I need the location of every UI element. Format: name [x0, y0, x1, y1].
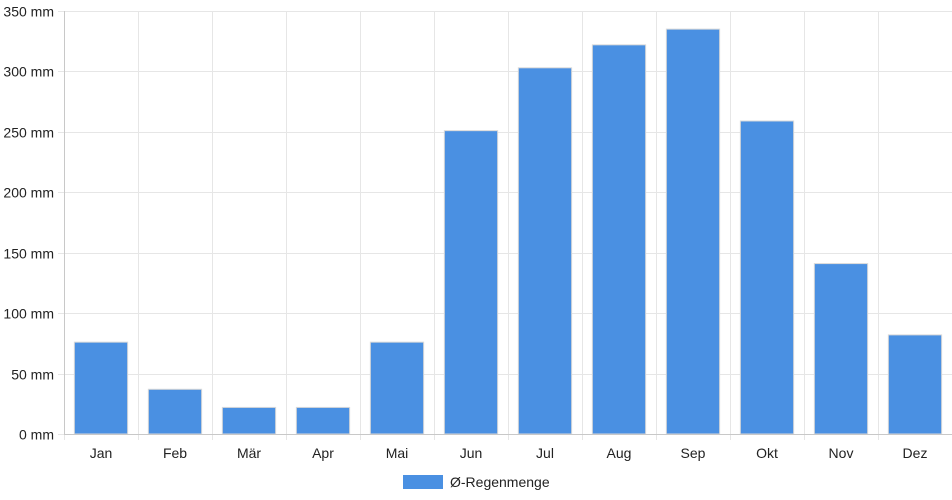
bar-dez[interactable]	[887, 334, 943, 435]
axes	[64, 11, 952, 435]
y-tick-label: 150 mm	[3, 246, 54, 262]
bar-apr[interactable]	[295, 406, 351, 435]
x-tick-label: Mai	[386, 445, 409, 461]
x-tick-label: Nov	[829, 445, 854, 461]
bar-sep[interactable]	[665, 28, 721, 435]
x-tick-label: Dez	[903, 445, 928, 461]
legend-label[interactable]: Ø-Regenmenge	[450, 474, 550, 490]
bar-nov[interactable]	[813, 263, 869, 435]
y-tick-label: 300 mm	[3, 64, 54, 80]
x-tick-label: Aug	[607, 445, 632, 461]
y-axis-tick-labels: 0 mm 50 mm 100 mm 150 mm 200 mm 250 mm 300 mm 3…	[3, 4, 54, 443]
y-tick-label: 0 mm	[19, 427, 54, 443]
x-tick-label: Jan	[90, 445, 113, 461]
y-tick-label: 200 mm	[3, 185, 54, 201]
legend[interactable]: Ø-Regenmenge	[403, 474, 550, 490]
bar-jan[interactable]	[73, 341, 129, 435]
y-tick-label: 100 mm	[3, 306, 54, 322]
bar-jun[interactable]	[443, 130, 499, 435]
y-tick-label: 50 mm	[11, 367, 54, 383]
x-tick-label: Sep	[681, 445, 706, 461]
x-tick-label: Jul	[536, 445, 554, 461]
x-tick-label: Okt	[756, 445, 778, 461]
y-tick-label: 250 mm	[3, 125, 54, 141]
grid-lines	[58, 11, 952, 440]
x-tick-label: Feb	[163, 445, 187, 461]
y-tick-label: 350 mm	[3, 4, 54, 20]
x-axis-tick-labels: Jan Feb Mär Apr Mai Jun Jul Aug Sep Okt Nov Dez	[90, 445, 928, 461]
bar-jul[interactable]	[517, 67, 573, 435]
x-tick-label: Apr	[312, 445, 334, 461]
bar-series	[73, 28, 943, 435]
legend-swatch[interactable]	[403, 475, 443, 489]
bar-aug[interactable]	[591, 44, 647, 435]
bar-mai[interactable]	[369, 341, 425, 435]
x-tick-label: Jun	[460, 445, 483, 461]
bar-mär[interactable]	[221, 406, 277, 435]
bar-feb[interactable]	[147, 388, 203, 435]
bar-okt[interactable]	[739, 120, 795, 435]
x-tick-label: Mär	[237, 445, 261, 461]
